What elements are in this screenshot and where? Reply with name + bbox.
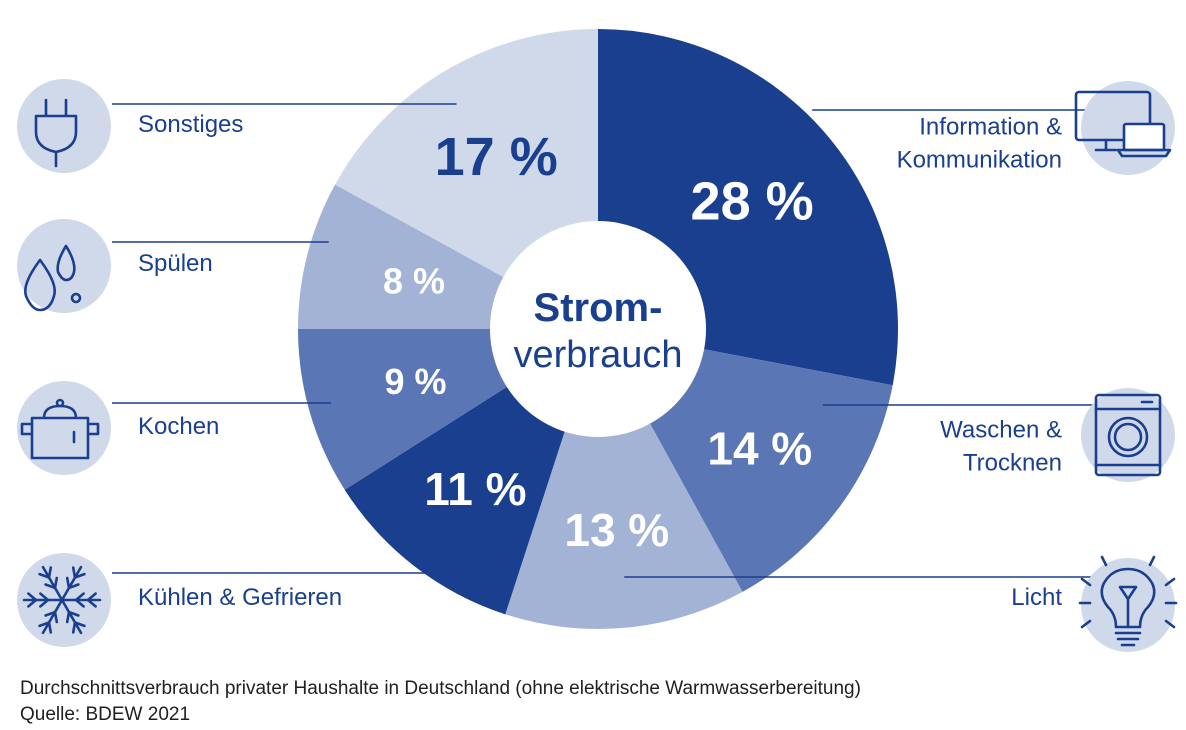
value-label-waschen-and-trocknen: 14 % — [707, 423, 812, 475]
category-labels: Information & Kommunikation Waschen & Trock… — [138, 111, 1062, 611]
slice-licht — [505, 329, 743, 630]
slice-value-labels: 28 % 14 % 13 % 11 % 9 % 8 % 17 % — [383, 127, 814, 556]
leader-lines — [112, 103, 1100, 578]
footnote-description: Durchschnittsverbrauch privater Haushalt… — [20, 678, 861, 699]
washing-machine-icon — [1094, 393, 1162, 477]
value-label-information-and-kommunikation: 28 % — [691, 172, 814, 232]
value-label-licht: 13 % — [564, 504, 669, 556]
center-label-line1: Strom- — [534, 286, 663, 330]
category-label-information-and-kommunikation-line1: Information & — [919, 114, 1062, 141]
value-label-sonstiges: 17 % — [435, 127, 558, 187]
category-label-sonstiges: Sonstiges — [138, 111, 243, 138]
category-icons — [17, 79, 1178, 652]
footnote-source: Quelle: BDEW 2021 — [20, 704, 191, 725]
water-drops-icon — [24, 244, 82, 312]
monitor-laptop-icon — [1074, 90, 1172, 158]
value-label-kochen: 9 % — [384, 361, 446, 402]
center-label-line2: verbrauch — [514, 334, 683, 376]
category-label-waschen-and-trocknen-line1: Waschen & — [940, 417, 1062, 444]
water-drops-icon-bg — [17, 219, 111, 313]
value-label-kuehlen-and-gefrieren: 11 % — [424, 463, 526, 515]
value-label-spuelen: 8 % — [383, 261, 445, 302]
category-label-information-and-kommunikation-line2: Kommunikation — [897, 147, 1062, 174]
category-label-licht: Licht — [1011, 584, 1062, 611]
category-label-spuelen: Spülen — [138, 250, 213, 277]
category-label-kuehlen-and-gefrieren: Kühlen & Gefrieren — [138, 584, 342, 611]
snowflake-icon — [22, 565, 102, 635]
plug-icon — [34, 98, 78, 168]
plug-icon-bg — [17, 79, 111, 173]
lightbulb-icon — [1078, 555, 1178, 647]
center-hole — [490, 221, 706, 437]
category-label-waschen-and-trocknen-line2: Trocknen — [963, 450, 1062, 477]
cooking-pot-icon — [20, 398, 100, 460]
washing-machine-icon-bg — [1081, 388, 1175, 482]
category-label-kochen: Kochen — [138, 413, 219, 440]
